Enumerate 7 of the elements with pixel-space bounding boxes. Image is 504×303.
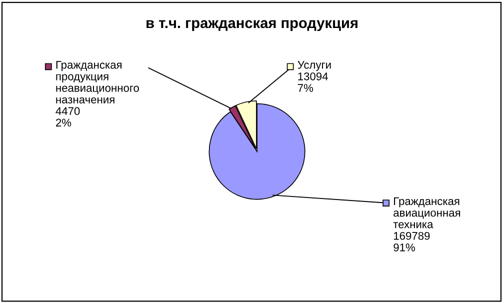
chart-title: в т.ч. гражданская продукция (146, 20, 358, 32)
data-label: 13094 7% (298, 72, 328, 92)
legend-label: Услуги (298, 61, 331, 71)
legend-label: Гражданская авиационная техника (393, 197, 460, 228)
legend-label: Гражданская продукция неавиационного назначения (56, 61, 139, 104)
data-label: 4470 2% (56, 107, 80, 127)
data-label: 169789 91% (394, 232, 430, 252)
